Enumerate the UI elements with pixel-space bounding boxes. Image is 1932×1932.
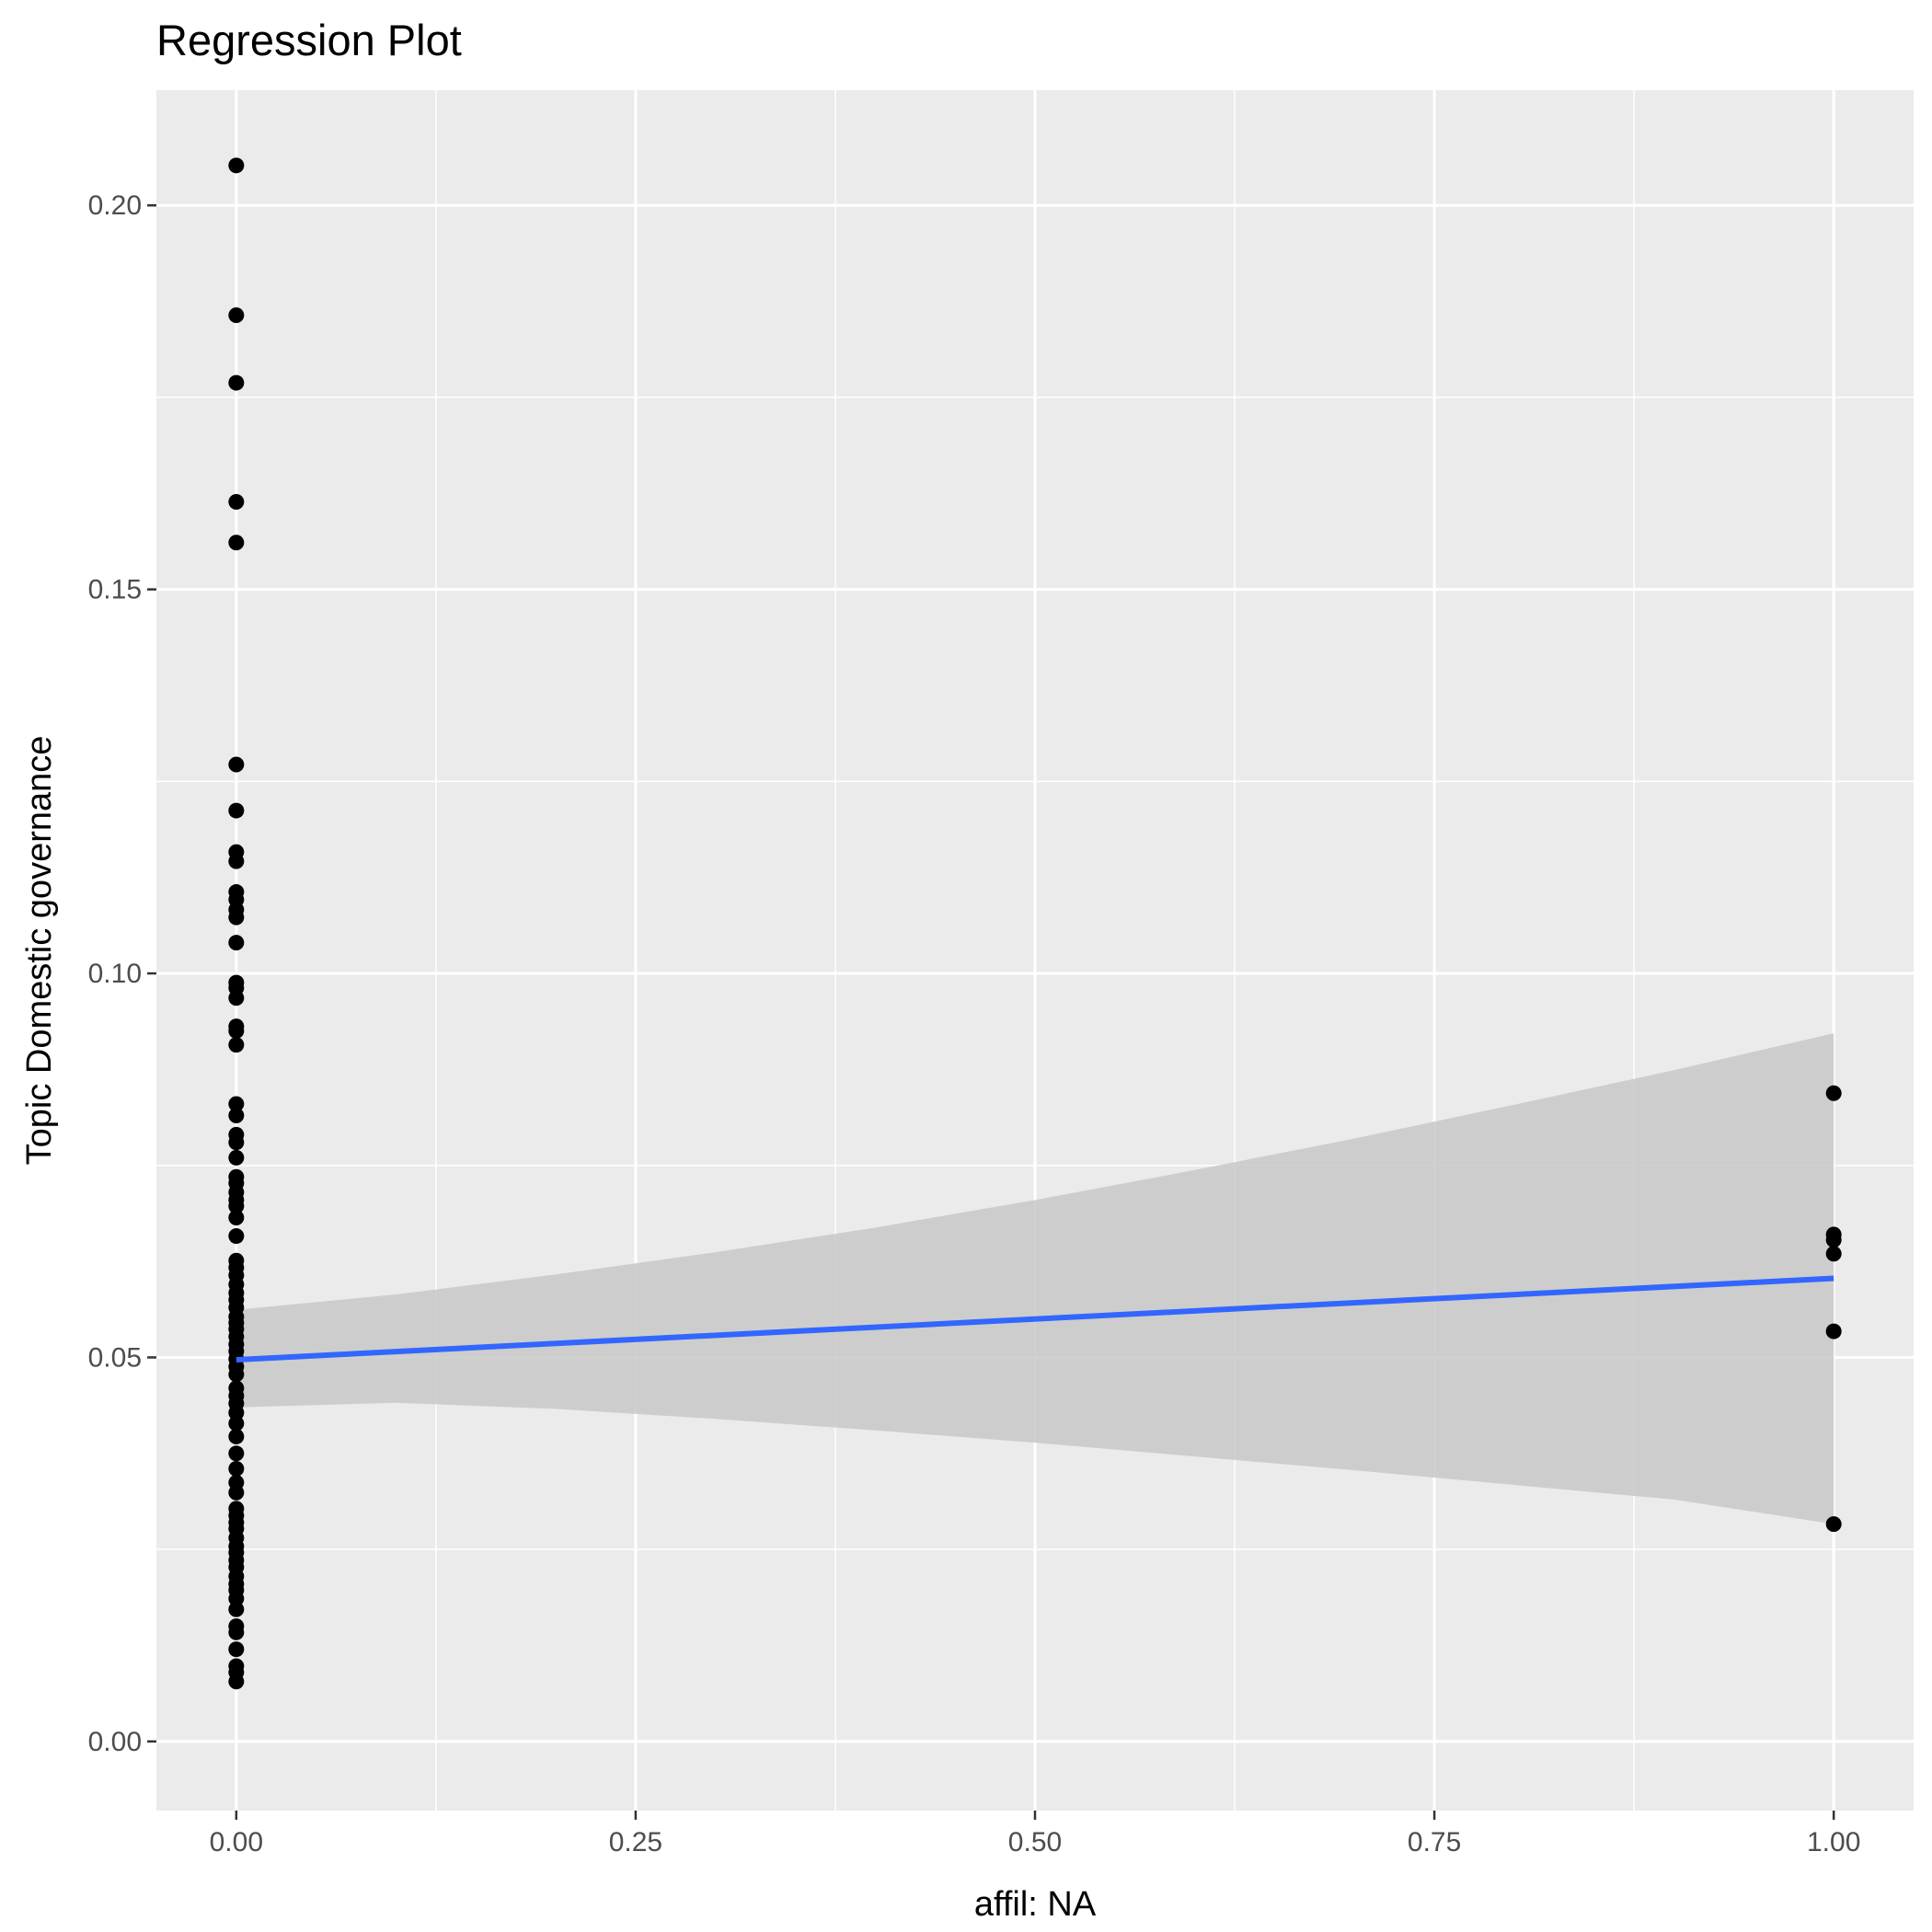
data-point (228, 1641, 245, 1658)
data-point (228, 535, 245, 551)
data-point (228, 1484, 245, 1501)
data-point (228, 1037, 245, 1053)
x-axis: 0.00 0.25 0.50 0.75 1.00 (210, 1811, 1860, 1857)
data-point (228, 1198, 245, 1214)
y-tick-label: 0.15 (88, 575, 142, 605)
data-point (228, 1228, 245, 1245)
data-point (228, 493, 245, 510)
data-point (228, 853, 245, 869)
data-point (228, 1107, 245, 1123)
data-point (228, 1149, 245, 1166)
y-tick-label: 0.10 (88, 959, 142, 989)
data-point (228, 1405, 245, 1421)
data-point (228, 1023, 245, 1040)
y-tick-label: 0.00 (88, 1727, 142, 1757)
data-point (1825, 1232, 1842, 1248)
data-point (228, 756, 245, 773)
x-tick-label: 0.00 (210, 1827, 263, 1857)
data-point (228, 1461, 245, 1478)
data-point (228, 1210, 245, 1226)
data-point (228, 1415, 245, 1432)
data-point (1825, 1085, 1842, 1101)
y-axis-title: Topic Domestic governance (20, 736, 59, 1166)
data-point (228, 1591, 245, 1607)
data-point (228, 1601, 245, 1617)
data-point (228, 802, 245, 819)
data-point (1825, 1246, 1842, 1262)
data-point (228, 157, 245, 174)
x-tick-label: 0.25 (609, 1827, 662, 1857)
data-point (228, 1624, 245, 1640)
chart-title: Regression Plot (156, 16, 462, 64)
y-tick-label: 0.05 (88, 1342, 142, 1373)
x-tick-label: 0.75 (1408, 1827, 1461, 1857)
y-axis: 0.00 0.05 0.10 0.15 0.20 (88, 190, 156, 1757)
x-axis-title: affil: NA (974, 1885, 1097, 1924)
data-point (228, 909, 245, 926)
x-tick-label: 0.50 (1008, 1827, 1062, 1857)
data-point (228, 1366, 245, 1383)
data-point (228, 307, 245, 324)
regression-line (236, 1275, 1834, 1363)
data-point (228, 1428, 245, 1444)
data-point (228, 1673, 245, 1690)
x-tick-label: 1.00 (1807, 1827, 1860, 1857)
y-tick-label: 0.20 (88, 190, 142, 221)
data-point (228, 1096, 245, 1112)
data-point (228, 1445, 245, 1462)
data-point (1825, 1516, 1842, 1533)
confidence-band (236, 1033, 1834, 1524)
data-point (228, 374, 245, 391)
data-point (228, 990, 245, 1006)
data-point (228, 1134, 245, 1151)
data-point (228, 935, 245, 951)
data-point (1825, 1323, 1842, 1340)
data-points (228, 157, 1842, 1690)
